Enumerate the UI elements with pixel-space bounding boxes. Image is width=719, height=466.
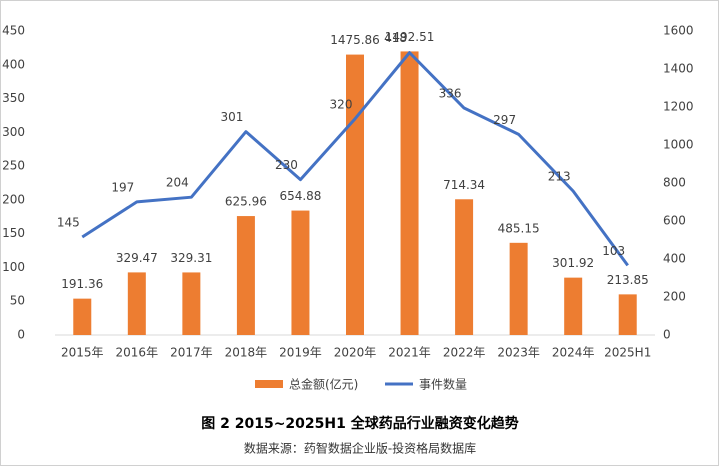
x-tick-label: 2019年 [279, 346, 322, 360]
y-tick-label: 250 [2, 159, 25, 173]
bar-label: 1492.51 [385, 30, 435, 44]
legend-label: 事件数量 [419, 377, 467, 392]
x-tick-label: 2021年 [388, 346, 431, 360]
y-tick-label: 350 [2, 91, 25, 105]
y-tick-label: 150 [2, 226, 25, 240]
x-tick-label: 2015年 [61, 346, 104, 360]
line-label: 103 [602, 244, 625, 258]
y2-tick-label: 400 [663, 252, 686, 266]
line-label: 297 [493, 113, 516, 127]
chart-title: 图 2 2015~2025H1 全球药品行业融资变化趋势 [201, 415, 518, 432]
bar-label: 1475.86 [330, 33, 380, 47]
y2-tick-label: 1000 [663, 138, 694, 152]
bar [182, 272, 201, 335]
x-tick-label: 2016年 [116, 346, 159, 360]
line-label: 145 [57, 216, 80, 230]
y-tick-label: 200 [2, 192, 25, 206]
bar-label: 329.47 [116, 251, 158, 265]
bar [236, 216, 255, 335]
bar [127, 272, 146, 335]
x-tick-label: 2022年 [443, 346, 486, 360]
bar [618, 294, 637, 335]
line-label: 336 [439, 87, 462, 101]
y2-tick-label: 600 [663, 214, 686, 228]
line-label: 213 [548, 170, 571, 184]
bar-label: 213.85 [607, 273, 649, 287]
line-label: 418 [384, 31, 407, 45]
line-label: 320 [330, 97, 353, 111]
bar [564, 277, 583, 335]
bar-label: 714.34 [443, 178, 485, 192]
y-tick-label: 300 [2, 125, 25, 139]
y2-tick-label: 1600 [663, 24, 694, 38]
y-tick-label: 100 [2, 260, 25, 274]
y2-tick-label: 1200 [663, 100, 694, 114]
y2-tick-label: 0 [663, 328, 671, 342]
bar [509, 242, 528, 335]
y2-tick-label: 800 [663, 176, 686, 190]
y-tick-label: 450 [2, 24, 25, 38]
source: 数据来源：药智数据企业版-投资格局数据库 [244, 441, 476, 456]
line-label: 230 [275, 158, 298, 172]
x-tick-label: 2020年 [334, 346, 377, 360]
bar-label: 654.88 [279, 189, 321, 203]
y-tick-label: 400 [2, 57, 25, 71]
x-tick-label: 2025H1 [604, 346, 651, 360]
y2-tick-label: 1400 [663, 62, 694, 76]
bar [400, 51, 419, 336]
line-label: 197 [111, 180, 134, 194]
bar [455, 199, 474, 335]
y-tick-label: 0 [17, 328, 25, 342]
bar-label: 485.15 [498, 221, 540, 235]
bar [291, 210, 310, 335]
x-tick-label: 2017年 [170, 346, 213, 360]
x-tick-label: 2023年 [497, 346, 540, 360]
x-tick-label: 2024年 [552, 346, 595, 360]
line-label: 301 [220, 110, 243, 124]
legend-swatch [255, 380, 283, 388]
y2-tick-label: 200 [663, 290, 686, 304]
bar-label: 329.31 [170, 251, 212, 265]
line [81, 51, 629, 267]
x-tick-label: 2018年 [225, 346, 268, 360]
line-label: 204 [166, 176, 189, 190]
y-tick-label: 50 [10, 294, 25, 308]
bar-label: 625.96 [225, 195, 267, 209]
legend-label: 总金额(亿元) [289, 377, 358, 392]
bar-label: 191.36 [61, 277, 103, 291]
bar-label: 301.92 [552, 256, 594, 270]
bar [73, 298, 92, 335]
